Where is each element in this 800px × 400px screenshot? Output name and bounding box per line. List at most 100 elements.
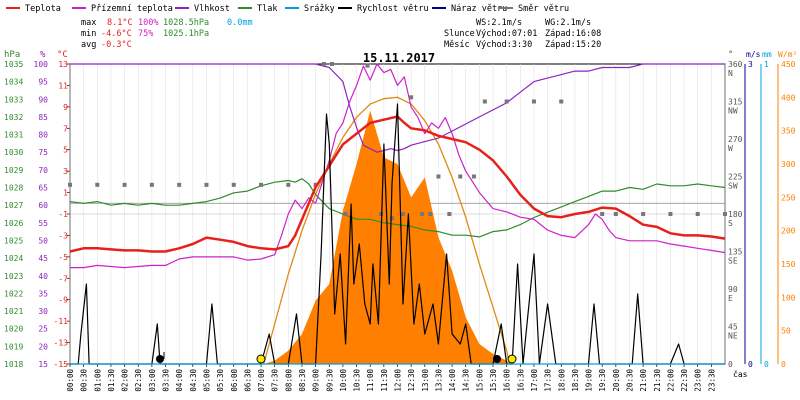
pct-tick-label: 55 [38, 219, 48, 228]
stats-ws: WS:2.1m/s [476, 18, 522, 28]
time-tick-label: 20:30 [625, 369, 634, 392]
solar-theory-line [263, 96, 511, 365]
hpa-tick-label: 1027 [4, 201, 23, 210]
dir-compass-label: NW [728, 107, 738, 116]
dir-compass-label: S [728, 219, 733, 228]
time-tick-label: 22:00 [666, 369, 675, 392]
dir-compass-label: E [728, 294, 733, 303]
wm2-ticks: 450 400 350 300 250 200 150 100 50 0 [781, 60, 796, 369]
time-tick-label: 05:00 [202, 369, 211, 392]
wind-direction-point [420, 212, 425, 216]
time-tick-label: 10:00 [339, 369, 348, 392]
stats-min-press: 1025.1hPa [163, 29, 209, 39]
time-tick-label: 15:00 [475, 369, 484, 392]
dir-tick-label: 45 [728, 323, 738, 332]
ms-ticks: 30 [748, 60, 753, 369]
time-tick-label: 16:30 [516, 369, 525, 392]
series-line-tlak [69, 178, 726, 238]
wm2-tick-label: 400 [781, 93, 796, 102]
time-tick-label: 07:00 [257, 369, 266, 392]
hpa-tick-label: 1028 [4, 184, 23, 193]
wind-direction-point [259, 182, 264, 187]
stats-min-label: min [81, 29, 96, 39]
temp-tick-label: 7 [63, 124, 68, 133]
stats-min-hum: 75% [138, 29, 153, 39]
time-tick-label: 17:30 [544, 369, 553, 392]
wind-direction-point [204, 182, 209, 187]
series-line-vlhkost [70, 63, 725, 153]
pct-tick-label: 90 [38, 95, 48, 104]
hpa-tick-label: 1025 [4, 236, 23, 245]
hpa-tick-label: 1022 [4, 289, 23, 298]
legend-label: Přízemní teplota [91, 4, 173, 14]
wm2-axis-title: W/m² [778, 50, 797, 59]
temp-tick-label: -9 [58, 296, 68, 305]
wind-direction-point [321, 62, 326, 66]
stats-mesic-rise: Východ:3:30 [476, 40, 532, 50]
mm-tick-label: 1 [764, 60, 769, 69]
deg-axis-title: ° [728, 50, 733, 60]
time-tick-label: 11:00 [366, 369, 375, 392]
series-layer [68, 62, 727, 365]
wind-direction-point [600, 212, 605, 216]
legend-label: Směr větru [518, 4, 569, 14]
ms-tick-label: 3 [748, 60, 753, 69]
dir-tick-label: 360 [728, 60, 743, 69]
wind-direction-point [68, 182, 72, 187]
dir-tick-label: 315 [728, 98, 743, 107]
hpa-tick-label: 1019 [4, 342, 23, 351]
hpa-tick-label: 1023 [4, 272, 23, 281]
time-tick-label: 19:30 [598, 369, 607, 392]
time-tick-label: 09:30 [325, 369, 334, 392]
wm2-tick-label: 100 [781, 293, 796, 302]
temp-tick-label: 13 [58, 60, 68, 69]
dir-tick-label: 90 [728, 285, 738, 294]
stats-max-hum: 100% [138, 18, 158, 28]
temp-tick-label: -3 [58, 231, 68, 240]
wind-direction-point [95, 182, 100, 187]
time-tick-label: 05:30 [216, 369, 225, 392]
pct-axis-title: % [40, 50, 46, 60]
sunset-marker [507, 354, 517, 364]
pct-tick-label: 20 [38, 342, 48, 351]
temp-tick-label: 9 [63, 103, 68, 112]
pct-ticks: 100 95 90 85 80 75 70 65 60 55 50 45 40 35 30 25 20 15 [34, 60, 49, 369]
temp-tick-label: -11 [54, 317, 69, 326]
pct-tick-label: 65 [38, 184, 48, 193]
hpa-tick-label: 1020 [4, 325, 23, 334]
temp-tick-label: -5 [58, 253, 68, 262]
time-tick-label: 18:30 [571, 369, 580, 392]
wind-direction-point [471, 174, 476, 179]
wind-direction-point [400, 212, 405, 216]
wind-direction-point [641, 212, 646, 216]
degc-axis-title: °C [57, 50, 68, 60]
wind-direction-point [365, 63, 370, 68]
mm-axis-title: mm [762, 50, 772, 59]
temp-tick-label: -15 [54, 360, 69, 369]
pct-tick-label: 15 [38, 360, 48, 369]
mm-ticks: 10 [764, 60, 769, 369]
wind-direction-point [695, 212, 700, 216]
ms-axis-title: m/s [746, 50, 761, 59]
time-ticks: 00:00 00:30 01:00 01:30 02:00 02:30 03:00 03:30… [66, 364, 716, 392]
time-tick-label: 20:00 [612, 369, 621, 392]
hpa-tick-label: 1029 [4, 166, 23, 175]
wind-direction-point [409, 95, 414, 100]
wm2-tick-label: 150 [781, 260, 796, 269]
pct-tick-label: 45 [38, 254, 48, 263]
temp-tick-label: -1 [58, 210, 68, 219]
wind-direction-point [428, 212, 433, 216]
hpa-tick-label: 1021 [4, 307, 23, 316]
time-tick-label: 00:30 [80, 369, 89, 392]
dir-tick-label: 270 [728, 135, 743, 144]
stats-min-temp: -4.6°C [101, 29, 132, 39]
dir-tick-label: 0 [728, 360, 733, 369]
hpa-tick-label: 1035 [4, 60, 23, 69]
legend: Teplota Přízemní teplota Vlhkost Tlak Srážky… [6, 4, 569, 14]
hpa-tick-label: 1033 [4, 95, 23, 104]
wm2-tick-label: 300 [781, 160, 796, 169]
hpa-tick-label: 1030 [4, 148, 23, 157]
pct-tick-label: 30 [38, 307, 48, 316]
temp-tick-label: 3 [63, 167, 68, 176]
pct-tick-label: 85 [38, 113, 48, 122]
